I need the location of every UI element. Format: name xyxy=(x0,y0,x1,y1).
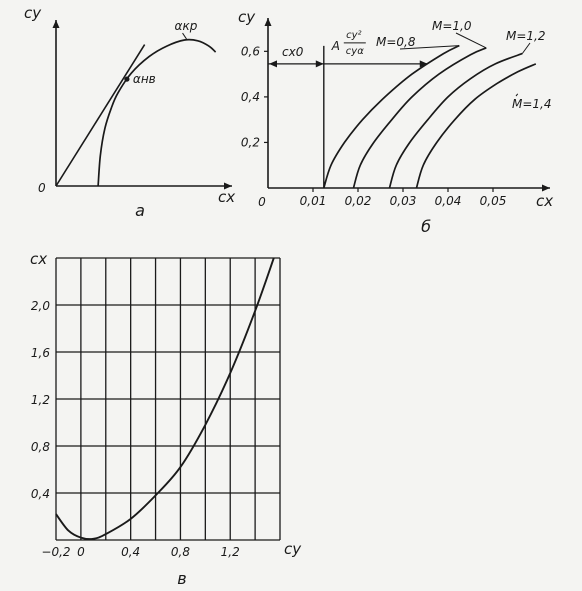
panel-v-caption: в xyxy=(177,569,186,588)
panel-v-y-tick-label: 1,2 xyxy=(31,393,50,407)
panel-a-alpha-kr-pointer xyxy=(182,32,187,40)
panel-b-x-tick-label: 0,04 xyxy=(435,194,462,208)
panel-b-mach-label-2: M=1,0 xyxy=(432,19,472,33)
panel-a-tangent-point xyxy=(124,76,130,82)
panel-v-x-tick-label: 0 xyxy=(77,545,85,559)
panel-v-y-tick-label: 0,4 xyxy=(31,487,50,501)
panel-b-curve-4 xyxy=(415,63,537,189)
panel-a-x-arrow xyxy=(224,182,232,190)
panel-v-x-tick-label: 0,8 xyxy=(171,545,190,559)
panel-v-curve xyxy=(55,257,275,541)
panel-a-polar-curve xyxy=(97,38,217,187)
panel-b-cx0-arrow-left xyxy=(269,60,277,68)
panel-b-curve-3 xyxy=(388,52,523,189)
panel-b-x-tick-label: 0,05 xyxy=(480,194,507,208)
panel-b-formula-arrow xyxy=(419,60,428,68)
panel-a-alpha-nv-label: αнв xyxy=(133,72,156,86)
panel-b-x-tick-label: 0,02 xyxy=(345,194,372,208)
panel-b-mach-label-1: M=0,8 xyxy=(376,35,416,49)
panel-v-x-tick-label: 1,2 xyxy=(221,545,240,559)
panel-v-x-tick-label: 0,4 xyxy=(121,545,140,559)
panel-v-x-tick-label: −0,2 xyxy=(41,545,70,559)
panel-b-y-tick-label: 0,6 xyxy=(241,44,260,58)
panel-b-x-label: cx xyxy=(536,192,553,210)
panel-b-formula-denominator: cyα xyxy=(346,46,364,57)
panel-b-mach-leader-3 xyxy=(521,42,531,54)
panel-a-origin-label: 0 xyxy=(38,181,46,195)
panel-b-cx0-arrow-right xyxy=(315,60,324,68)
panel-a-x-label: cx xyxy=(218,188,235,206)
panel-a-y-arrow xyxy=(52,20,60,28)
panel-v-x-label: cy xyxy=(284,540,302,558)
panel-b-formula-numerator: cy² xyxy=(346,30,361,41)
panel-b-x-arrow xyxy=(542,184,550,192)
panel-b-mach-leader-1 xyxy=(399,45,460,50)
panel-b-mach-label-3: M=1,2 xyxy=(506,29,546,43)
panel-b-x-tick-label: 0,03 xyxy=(390,194,417,208)
panel-v-y-tick-label: 1,6 xyxy=(31,346,50,360)
panel-b-caption: б xyxy=(421,217,431,236)
panel-b-cx0-label: cx0 xyxy=(282,45,304,59)
panel-b-mach-leader-4 xyxy=(515,93,519,97)
panel-b-mach-label-4: M=1,4 xyxy=(512,97,552,111)
panel-b-y-tick-label: 0,4 xyxy=(241,90,260,104)
panel-b-curve-1 xyxy=(322,44,460,189)
panel-a-caption: а xyxy=(135,201,145,220)
panel-b-y-arrow xyxy=(264,18,272,26)
panel-v-y-tick-label: 0,8 xyxy=(31,440,50,454)
panel-b-origin-label: 0 xyxy=(258,195,266,209)
panel-b-y-label: cy xyxy=(238,8,256,26)
panel-b-curve-2 xyxy=(352,47,487,189)
panel-a-tangent-line xyxy=(55,44,146,187)
panel-v-y-tick-label: 2,0 xyxy=(31,299,50,313)
panel-a-y-label: cy xyxy=(24,4,42,22)
panel-a-alpha-kr-label: αкр xyxy=(175,19,198,33)
panel-v-y-label: cx xyxy=(30,250,47,268)
panel-b-mach-leader-2 xyxy=(455,32,487,49)
panel-b-y-tick-label: 0,2 xyxy=(241,135,260,149)
panel-b-x-tick-label: 0,01 xyxy=(300,194,327,208)
panel-b-formula-a: A xyxy=(331,39,340,53)
